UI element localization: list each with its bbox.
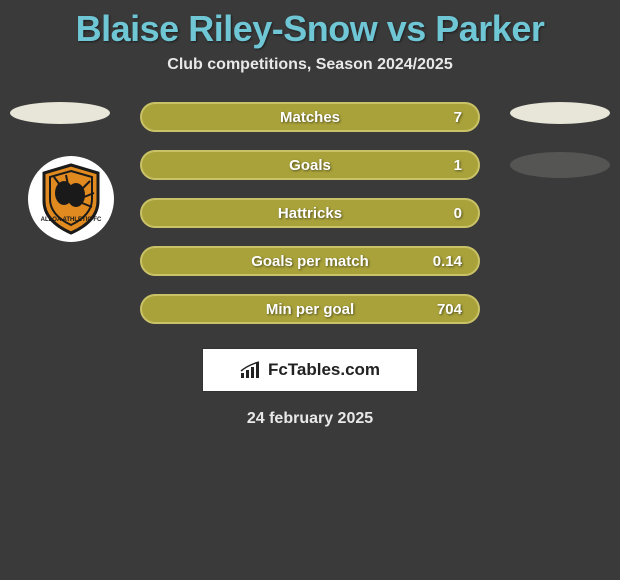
- brand-box: FcTables.com: [202, 348, 418, 392]
- stat-label: Min per goal: [266, 301, 354, 318]
- page-subtitle: Club competitions, Season 2024/2025: [0, 56, 620, 74]
- stat-row-matches: Matches 7: [140, 102, 480, 132]
- bar-chart-icon: [240, 361, 262, 379]
- player-right-ellipse: [510, 102, 610, 124]
- page-title: Blaise Riley-Snow vs Parker: [0, 0, 620, 50]
- svg-text:ALLOA ATHLETIC FC: ALLOA ATHLETIC FC: [41, 217, 102, 223]
- stat-label: Matches: [280, 109, 340, 126]
- player-right-shadow: [510, 152, 610, 178]
- stat-value: 7: [454, 109, 462, 126]
- stat-row-goals: Goals 1: [140, 150, 480, 180]
- stat-row-hattricks: Hattricks 0: [140, 198, 480, 228]
- stat-row-min-per-goal: Min per goal 704: [140, 294, 480, 324]
- stat-value: 0: [454, 205, 462, 222]
- stat-value: 0.14: [433, 253, 462, 270]
- club-badge-left: ALLOA ATHLETIC FC: [28, 156, 114, 242]
- brand-name: FcTables.com: [268, 360, 380, 380]
- stats-area: ALLOA ATHLETIC FC Matches 7 Goals 1 Hatt…: [0, 102, 620, 428]
- stat-label: Goals per match: [251, 253, 369, 270]
- stat-row-goals-per-match: Goals per match 0.14: [140, 246, 480, 276]
- shield-icon: ALLOA ATHLETIC FC: [40, 163, 102, 235]
- player-left-ellipse: [10, 102, 110, 124]
- footer-date: 24 february 2025: [0, 410, 620, 428]
- stat-label: Hattricks: [278, 205, 342, 222]
- stat-label: Goals: [289, 157, 331, 174]
- stat-value: 1: [454, 157, 462, 174]
- stat-value: 704: [437, 301, 462, 318]
- stat-rows: Matches 7 Goals 1 Hattricks 0 Goals per …: [140, 102, 480, 324]
